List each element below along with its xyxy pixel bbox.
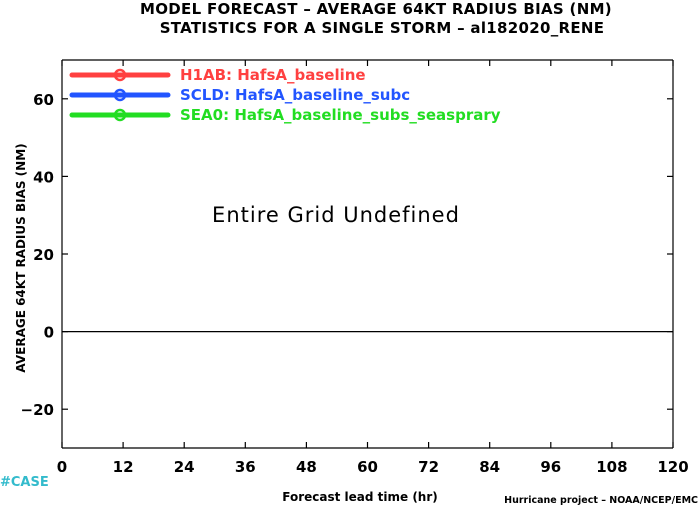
chart-subtitle: STATISTICS FOR A SINGLE STORM – al182020…: [160, 19, 605, 37]
y-tick-label: 40: [33, 168, 54, 186]
chart-title: MODEL FORECAST – AVERAGE 64KT RADIUS BIA…: [140, 0, 612, 18]
legend-label: SCLD: HafsA_baseline_subc: [180, 86, 410, 104]
legend-label: SEA0: HafsA_baseline_subs_seasprary: [180, 106, 501, 124]
y-tick-label: −20: [21, 401, 54, 419]
x-tick-label: 108: [596, 458, 627, 476]
y-axis-ticks: −20 0 20 40 60: [21, 91, 673, 419]
empty-grid-annotation: Entire Grid Undefined: [212, 203, 460, 227]
legend-label: H1AB: HafsA_baseline: [180, 66, 366, 84]
x-tick-label: 12: [113, 458, 134, 476]
x-tick-label: 60: [357, 458, 378, 476]
x-tick-label: 48: [296, 458, 317, 476]
case-tag: #CASE: [0, 475, 49, 490]
x-tick-label: 96: [540, 458, 561, 476]
y-tick-label: 20: [33, 246, 54, 264]
y-axis-label: AVERAGE 64KT RADIUS BIAS (NM): [14, 143, 28, 372]
x-tick-label: 0: [57, 458, 67, 476]
x-tick-label: 84: [479, 458, 500, 476]
credit-text: Hurricane project – NOAA/NCEP/EMC: [504, 495, 698, 506]
x-axis-label: Forecast lead time (hr): [282, 490, 438, 504]
legend-marker: [113, 88, 127, 102]
legend-marker: [113, 108, 127, 122]
legend-marker: [113, 68, 127, 82]
legend: H1AB: HafsA_baseline SCLD: HafsA_baseline…: [69, 66, 501, 124]
x-tick-label: 72: [418, 458, 439, 476]
y-tick-label: 60: [33, 91, 54, 109]
x-tick-label: 24: [174, 458, 195, 476]
y-tick-label: 0: [44, 324, 54, 342]
x-axis-ticks: 0 12 24 36 48 60 72 84 96 108 120: [57, 60, 689, 476]
x-tick-label: 36: [235, 458, 256, 476]
x-tick-label: 120: [657, 458, 688, 476]
